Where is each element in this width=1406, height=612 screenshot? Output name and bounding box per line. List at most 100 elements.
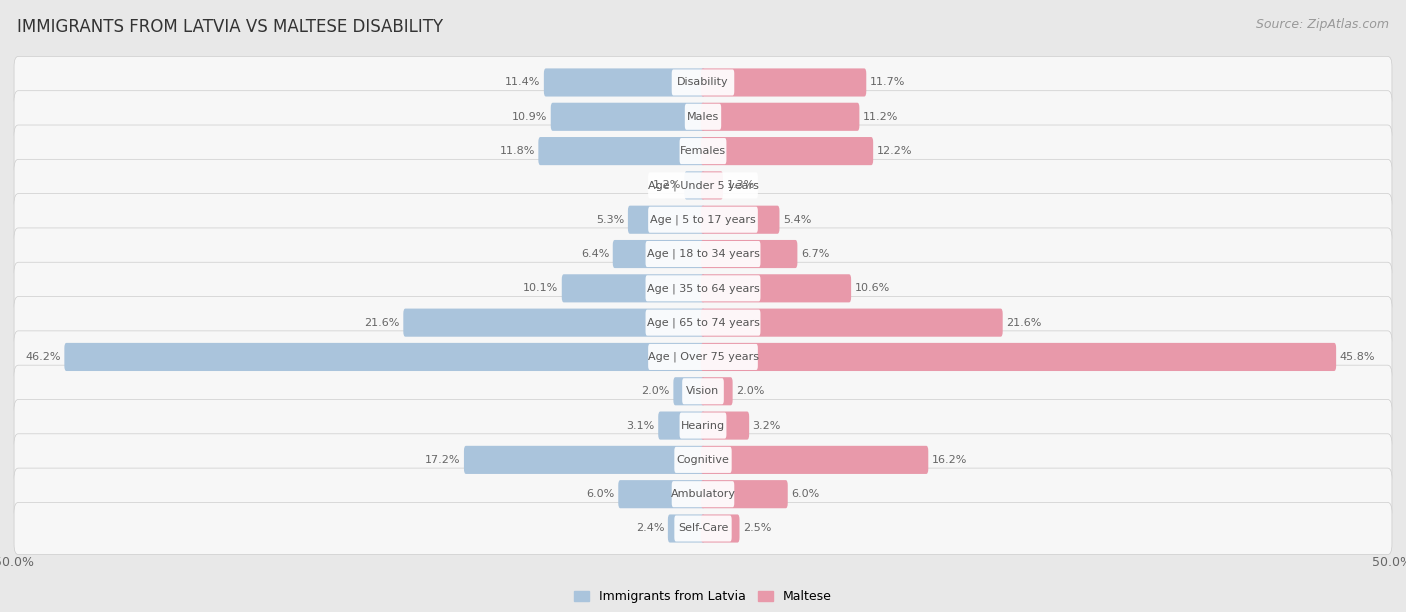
FancyBboxPatch shape xyxy=(702,171,723,200)
Text: 45.8%: 45.8% xyxy=(1340,352,1375,362)
FancyBboxPatch shape xyxy=(14,263,1392,315)
Text: 46.2%: 46.2% xyxy=(25,352,60,362)
FancyBboxPatch shape xyxy=(544,69,704,97)
FancyBboxPatch shape xyxy=(14,434,1392,486)
FancyBboxPatch shape xyxy=(551,103,704,131)
Text: Source: ZipAtlas.com: Source: ZipAtlas.com xyxy=(1256,18,1389,31)
FancyBboxPatch shape xyxy=(14,193,1392,246)
FancyBboxPatch shape xyxy=(672,69,734,95)
FancyBboxPatch shape xyxy=(702,515,740,543)
FancyBboxPatch shape xyxy=(702,137,873,165)
FancyBboxPatch shape xyxy=(682,378,724,405)
Text: Ambulatory: Ambulatory xyxy=(671,489,735,499)
FancyBboxPatch shape xyxy=(619,480,704,508)
Text: 2.5%: 2.5% xyxy=(742,523,772,534)
Text: Age | Under 5 years: Age | Under 5 years xyxy=(648,180,758,191)
Text: Cognitive: Cognitive xyxy=(676,455,730,465)
FancyBboxPatch shape xyxy=(702,308,1002,337)
FancyBboxPatch shape xyxy=(14,331,1392,383)
Text: 12.2%: 12.2% xyxy=(876,146,912,156)
Legend: Immigrants from Latvia, Maltese: Immigrants from Latvia, Maltese xyxy=(574,591,832,603)
Text: 17.2%: 17.2% xyxy=(425,455,461,465)
FancyBboxPatch shape xyxy=(685,104,721,130)
FancyBboxPatch shape xyxy=(14,468,1392,520)
FancyBboxPatch shape xyxy=(702,240,797,268)
FancyBboxPatch shape xyxy=(645,241,761,267)
Text: 2.4%: 2.4% xyxy=(636,523,665,534)
FancyBboxPatch shape xyxy=(675,515,731,542)
FancyBboxPatch shape xyxy=(648,173,758,198)
Text: Age | 65 to 74 years: Age | 65 to 74 years xyxy=(647,318,759,328)
Text: Hearing: Hearing xyxy=(681,420,725,431)
Text: Age | Over 75 years: Age | Over 75 years xyxy=(648,352,758,362)
Text: 11.4%: 11.4% xyxy=(505,78,540,88)
Text: Males: Males xyxy=(688,112,718,122)
FancyBboxPatch shape xyxy=(14,91,1392,143)
FancyBboxPatch shape xyxy=(14,228,1392,280)
FancyBboxPatch shape xyxy=(672,481,734,507)
FancyBboxPatch shape xyxy=(702,377,733,405)
Text: 6.4%: 6.4% xyxy=(581,249,609,259)
FancyBboxPatch shape xyxy=(14,159,1392,212)
Text: Vision: Vision xyxy=(686,386,720,396)
FancyBboxPatch shape xyxy=(702,343,1336,371)
Text: 1.3%: 1.3% xyxy=(727,181,755,190)
FancyBboxPatch shape xyxy=(685,171,704,200)
Text: IMMIGRANTS FROM LATVIA VS MALTESE DISABILITY: IMMIGRANTS FROM LATVIA VS MALTESE DISABI… xyxy=(17,18,443,36)
FancyBboxPatch shape xyxy=(538,137,704,165)
FancyBboxPatch shape xyxy=(562,274,704,302)
FancyBboxPatch shape xyxy=(673,377,704,405)
Text: 3.1%: 3.1% xyxy=(627,420,655,431)
Text: Disability: Disability xyxy=(678,78,728,88)
Text: 5.4%: 5.4% xyxy=(783,215,811,225)
FancyBboxPatch shape xyxy=(464,446,704,474)
Text: Self-Care: Self-Care xyxy=(678,523,728,534)
FancyBboxPatch shape xyxy=(679,138,727,164)
Text: 6.7%: 6.7% xyxy=(801,249,830,259)
FancyBboxPatch shape xyxy=(628,206,704,234)
FancyBboxPatch shape xyxy=(14,502,1392,554)
FancyBboxPatch shape xyxy=(702,480,787,508)
FancyBboxPatch shape xyxy=(14,365,1392,417)
Text: Age | 5 to 17 years: Age | 5 to 17 years xyxy=(650,214,756,225)
Text: 11.2%: 11.2% xyxy=(863,112,898,122)
FancyBboxPatch shape xyxy=(658,411,704,439)
FancyBboxPatch shape xyxy=(702,274,851,302)
FancyBboxPatch shape xyxy=(645,310,761,335)
Text: 3.2%: 3.2% xyxy=(752,420,780,431)
Text: 16.2%: 16.2% xyxy=(932,455,967,465)
FancyBboxPatch shape xyxy=(613,240,704,268)
FancyBboxPatch shape xyxy=(404,308,704,337)
Text: 6.0%: 6.0% xyxy=(792,489,820,499)
Text: 10.6%: 10.6% xyxy=(855,283,890,293)
FancyBboxPatch shape xyxy=(14,56,1392,108)
FancyBboxPatch shape xyxy=(645,275,761,301)
FancyBboxPatch shape xyxy=(668,515,704,543)
FancyBboxPatch shape xyxy=(65,343,704,371)
Text: Age | 18 to 34 years: Age | 18 to 34 years xyxy=(647,248,759,259)
FancyBboxPatch shape xyxy=(648,344,758,370)
Text: 11.8%: 11.8% xyxy=(499,146,534,156)
Text: Age | 35 to 64 years: Age | 35 to 64 years xyxy=(647,283,759,294)
Text: 10.1%: 10.1% xyxy=(523,283,558,293)
Text: 11.7%: 11.7% xyxy=(870,78,905,88)
FancyBboxPatch shape xyxy=(702,446,928,474)
Text: 21.6%: 21.6% xyxy=(1007,318,1042,327)
FancyBboxPatch shape xyxy=(14,400,1392,452)
FancyBboxPatch shape xyxy=(702,411,749,439)
FancyBboxPatch shape xyxy=(675,447,731,473)
FancyBboxPatch shape xyxy=(702,69,866,97)
FancyBboxPatch shape xyxy=(702,206,779,234)
Text: 5.3%: 5.3% xyxy=(596,215,624,225)
Text: 2.0%: 2.0% xyxy=(641,386,669,396)
FancyBboxPatch shape xyxy=(14,125,1392,177)
Text: 6.0%: 6.0% xyxy=(586,489,614,499)
Text: 2.0%: 2.0% xyxy=(737,386,765,396)
Text: 10.9%: 10.9% xyxy=(512,112,547,122)
Text: Females: Females xyxy=(681,146,725,156)
FancyBboxPatch shape xyxy=(648,207,758,233)
FancyBboxPatch shape xyxy=(702,103,859,131)
Text: 21.6%: 21.6% xyxy=(364,318,399,327)
FancyBboxPatch shape xyxy=(14,297,1392,349)
Text: 1.2%: 1.2% xyxy=(652,181,681,190)
